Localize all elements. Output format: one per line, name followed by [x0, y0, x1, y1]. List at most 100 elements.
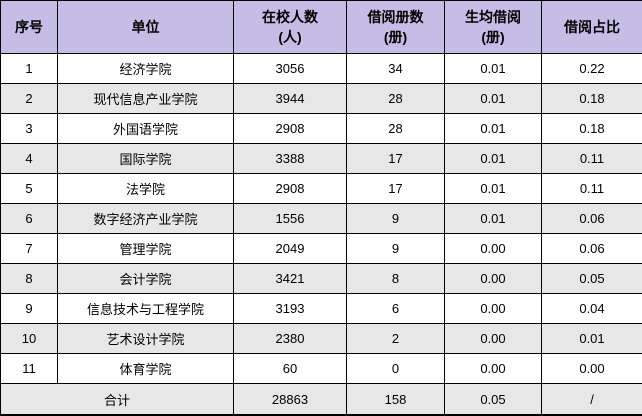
- unit-cell: 会计学院: [58, 264, 234, 294]
- table-footer: 合计 28863 158 0.05 /: [1, 384, 642, 416]
- ratio-cell: 0.11: [542, 144, 642, 174]
- unit-cell: 体育学院: [58, 354, 234, 384]
- borrowed-cell: 17: [347, 144, 445, 174]
- col-header-per-capita: 生均借阅(册): [445, 1, 542, 54]
- unit-cell: 艺术设计学院: [58, 324, 234, 354]
- students-cell: 2380: [234, 324, 347, 354]
- unit-cell: 国际学院: [58, 144, 234, 174]
- row-index-cell: 9: [1, 294, 58, 324]
- students-cell: 60: [234, 354, 347, 384]
- per-capita-cell: 0.00: [445, 264, 542, 294]
- ratio-cell: 0.18: [542, 114, 642, 144]
- per-capita-cell: 0.01: [445, 84, 542, 114]
- row-index-cell: 11: [1, 354, 58, 384]
- row-index-cell: 1: [1, 54, 58, 84]
- ratio-cell: 0.00: [542, 354, 642, 384]
- unit-cell: 管理学院: [58, 234, 234, 264]
- ratio-cell: 0.18: [542, 84, 642, 114]
- header-row: 序号 单位 在校人数(人) 借阅册数(册) 生均借阅(册) 借阅占比: [1, 1, 642, 54]
- students-cell: 2049: [234, 234, 347, 264]
- col-header-students: 在校人数(人): [234, 1, 347, 54]
- unit-cell: 信息技术与工程学院: [58, 294, 234, 324]
- ratio-cell: 0.06: [542, 234, 642, 264]
- borrowed-cell: 9: [347, 204, 445, 234]
- per-capita-cell: 0.01: [445, 144, 542, 174]
- students-cell: 3193: [234, 294, 347, 324]
- ratio-cell: 0.01: [542, 324, 642, 354]
- unit-cell: 经济学院: [58, 54, 234, 84]
- col-header-index: 序号: [1, 1, 58, 54]
- total-per-capita-cell: 0.05: [445, 384, 542, 416]
- header-label: 序号: [1, 17, 57, 37]
- ratio-cell: 0.11: [542, 174, 642, 204]
- per-capita-cell: 0.01: [445, 54, 542, 84]
- students-cell: 3944: [234, 84, 347, 114]
- row-index-cell: 5: [1, 174, 58, 204]
- students-cell: 3388: [234, 144, 347, 174]
- students-cell: 3056: [234, 54, 347, 84]
- row-index-cell: 10: [1, 324, 58, 354]
- total-label-cell: 合计: [1, 384, 234, 416]
- row-index-cell: 6: [1, 204, 58, 234]
- row-index-cell: 7: [1, 234, 58, 264]
- per-capita-cell: 0.00: [445, 294, 542, 324]
- header-label: 生均借阅: [445, 7, 541, 27]
- table-header: 序号 单位 在校人数(人) 借阅册数(册) 生均借阅(册) 借阅占比: [1, 1, 642, 54]
- borrowed-cell: 6: [347, 294, 445, 324]
- total-borrowed-cell: 158: [347, 384, 445, 416]
- borrowed-cell: 0: [347, 354, 445, 384]
- header-label: 借阅册数: [347, 7, 444, 27]
- header-label: 在校人数: [234, 7, 346, 27]
- borrowed-cell: 28: [347, 84, 445, 114]
- row-index-cell: 2: [1, 84, 58, 114]
- borrowed-cell: 28: [347, 114, 445, 144]
- unit-cell: 现代信息产业学院: [58, 84, 234, 114]
- col-header-unit: 单位: [58, 1, 234, 54]
- header-label: 借阅占比: [542, 17, 642, 37]
- ratio-cell: 0.05: [542, 264, 642, 294]
- row-index-cell: 4: [1, 144, 58, 174]
- students-cell: 2908: [234, 114, 347, 144]
- row-index-cell: 8: [1, 264, 58, 294]
- ratio-cell: 0.04: [542, 294, 642, 324]
- total-ratio-cell: /: [542, 384, 642, 416]
- per-capita-cell: 0.00: [445, 354, 542, 384]
- unit-cell: 外国语学院: [58, 114, 234, 144]
- per-capita-cell: 0.01: [445, 174, 542, 204]
- total-row: 合计 28863 158 0.05 /: [1, 384, 642, 416]
- borrowed-cell: 9: [347, 234, 445, 264]
- col-header-ratio: 借阅占比: [542, 1, 642, 54]
- total-students-cell: 28863: [234, 384, 347, 416]
- borrowed-cell: 34: [347, 54, 445, 84]
- per-capita-cell: 0.01: [445, 204, 542, 234]
- borrowed-cell: 2: [347, 324, 445, 354]
- header-label: 单位: [58, 17, 233, 37]
- per-capita-cell: 0.00: [445, 324, 542, 354]
- students-cell: 3421: [234, 264, 347, 294]
- ratio-cell: 0.06: [542, 204, 642, 234]
- unit-cell: 法学院: [58, 174, 234, 204]
- students-cell: 1556: [234, 204, 347, 234]
- ratio-cell: 0.22: [542, 54, 642, 84]
- students-cell: 2908: [234, 174, 347, 204]
- per-capita-cell: 0.00: [445, 234, 542, 264]
- borrowed-cell: 8: [347, 264, 445, 294]
- unit-cell: 数字经济产业学院: [58, 204, 234, 234]
- col-header-borrowed: 借阅册数(册): [347, 1, 445, 54]
- per-capita-cell: 0.01: [445, 114, 542, 144]
- borrowed-cell: 17: [347, 174, 445, 204]
- row-index-cell: 3: [1, 114, 58, 144]
